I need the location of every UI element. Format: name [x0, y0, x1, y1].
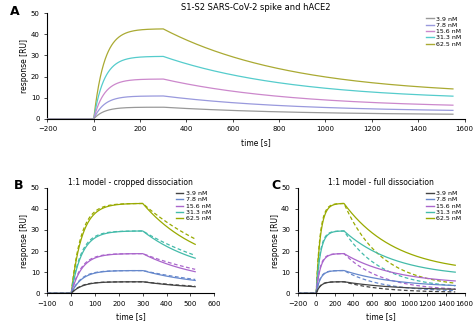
Title: 1:1 model - cropped dissociation: 1:1 model - cropped dissociation: [68, 178, 193, 187]
X-axis label: time [s]: time [s]: [366, 313, 396, 321]
Title: 1:1 model - full dissociation: 1:1 model - full dissociation: [328, 178, 434, 187]
Legend: 3.9 nM, 7.8 nM, 15.6 nM, 31.3 nM, 62.5 nM: 3.9 nM, 7.8 nM, 15.6 nM, 31.3 nM, 62.5 n…: [176, 191, 211, 221]
X-axis label: time [s]: time [s]: [116, 313, 146, 321]
Title: S1-S2 SARS-CoV-2 spike and hACE2: S1-S2 SARS-CoV-2 spike and hACE2: [181, 3, 331, 12]
Legend: 3.9 nM, 7.8 nM, 15.6 nM, 31.3 nM, 62.5 nM: 3.9 nM, 7.8 nM, 15.6 nM, 31.3 nM, 62.5 n…: [426, 16, 461, 47]
Y-axis label: response [RU]: response [RU]: [271, 214, 280, 268]
Text: C: C: [271, 179, 280, 192]
Text: B: B: [14, 179, 24, 192]
X-axis label: time [s]: time [s]: [241, 138, 271, 147]
Legend: 3.9 nM, 7.8 nM, 15.6 nM, 31.3 nM, 62.5 nM: 3.9 nM, 7.8 nM, 15.6 nM, 31.3 nM, 62.5 n…: [426, 191, 461, 221]
Y-axis label: response [RU]: response [RU]: [20, 214, 29, 268]
Y-axis label: response [RU]: response [RU]: [20, 39, 29, 93]
Text: A: A: [10, 5, 19, 18]
